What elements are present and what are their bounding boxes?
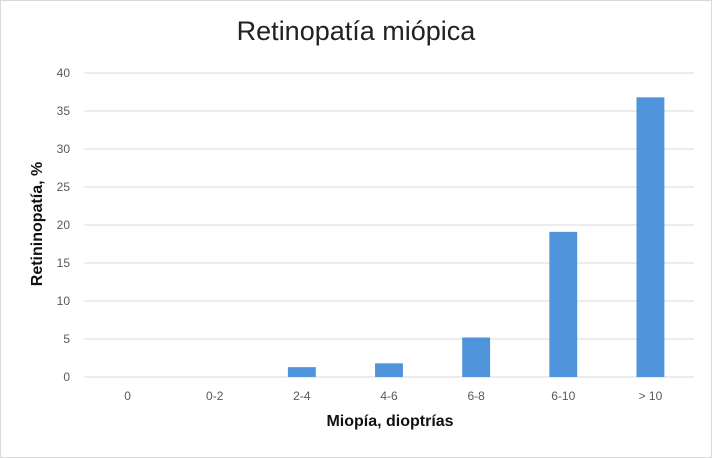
gridlines	[84, 72, 694, 378]
x-tick-label: 0	[124, 389, 131, 403]
bar	[375, 363, 403, 377]
x-tick-label: 4-6	[380, 389, 398, 403]
y-tick-label: 5	[63, 332, 70, 346]
x-tick-label: 6-8	[467, 389, 485, 403]
y-tick-label: 35	[57, 104, 71, 118]
y-tick-label: 15	[57, 256, 71, 270]
y-tick-label: 40	[57, 66, 71, 80]
y-tick-label: 30	[57, 142, 71, 156]
x-tick-labels: 0 0-2 2-4 4-6 6-8 6-10 > 10	[124, 389, 662, 403]
x-tick-label: 2-4	[293, 389, 311, 403]
y-tick-label: 25	[57, 180, 71, 194]
y-tick-label: 0	[63, 370, 70, 384]
bar	[636, 97, 665, 377]
bar	[549, 231, 578, 377]
y-tick-label: 20	[57, 218, 71, 232]
chart-title: Retinopatía miópica	[236, 16, 476, 46]
x-axis-title: Miopía, dioptrías	[326, 413, 454, 430]
bars	[287, 97, 665, 377]
bar	[287, 367, 316, 377]
y-tick-label: 10	[57, 294, 71, 308]
x-tick-label: > 10	[639, 389, 663, 403]
bar	[462, 337, 491, 377]
y-tick-labels: 0 5 10 15 20 25 30 35 40	[57, 66, 71, 384]
x-tick-label: 0-2	[206, 389, 224, 403]
x-tick-label: 6-10	[551, 389, 575, 403]
